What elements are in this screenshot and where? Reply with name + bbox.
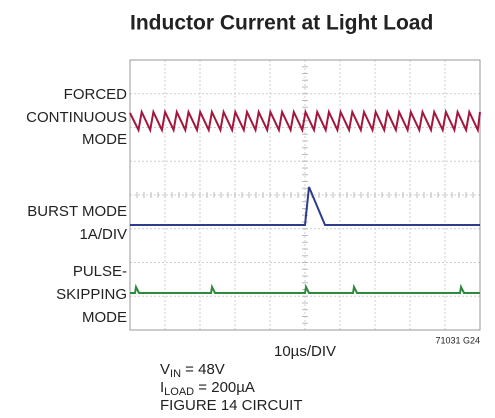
condition-sub: IN: [170, 368, 181, 380]
condition: FIGURE 14 CIRCUIT: [160, 397, 303, 414]
scope-frame: [129, 59, 481, 331]
trace-label: MODE: [82, 131, 127, 148]
condition-main: I: [160, 379, 164, 396]
forced-continuous-trace: [129, 108, 481, 134]
condition-sub: LOAD: [164, 386, 194, 398]
condition-main: V: [160, 361, 170, 378]
scope-grid: [129, 59, 481, 331]
trace-label: SKIPPING: [56, 286, 127, 303]
condition: VIN = 48V: [160, 361, 225, 380]
figure-code: 71031 G24: [435, 335, 480, 345]
figure-title: Inductor Current at Light Load: [130, 12, 433, 35]
trace-label: MODE: [82, 309, 127, 326]
trace-label: 1A/DIV: [79, 226, 127, 243]
time-scale: 10µs/DIV: [274, 343, 336, 360]
condition: ILOAD = 200µA: [160, 379, 255, 398]
trace-label: BURST MODE: [27, 203, 127, 220]
trace-label: FORCED: [64, 86, 128, 103]
condition-main: FIGURE 14 CIRCUIT: [160, 397, 303, 414]
pulse-skipping-trace: [130, 283, 480, 294]
condition-rest: = 48V: [181, 361, 225, 378]
trace-label: CONTINUOUS: [26, 109, 127, 126]
trace-label: PULSE-: [73, 263, 127, 280]
burst-mode-trace: [130, 186, 480, 226]
trace-labels: FORCED CONTINUOUS MODE BURST MODE 1A/DIV PULS…: [26, 86, 127, 326]
condition-rest: = 200µA: [194, 379, 255, 396]
